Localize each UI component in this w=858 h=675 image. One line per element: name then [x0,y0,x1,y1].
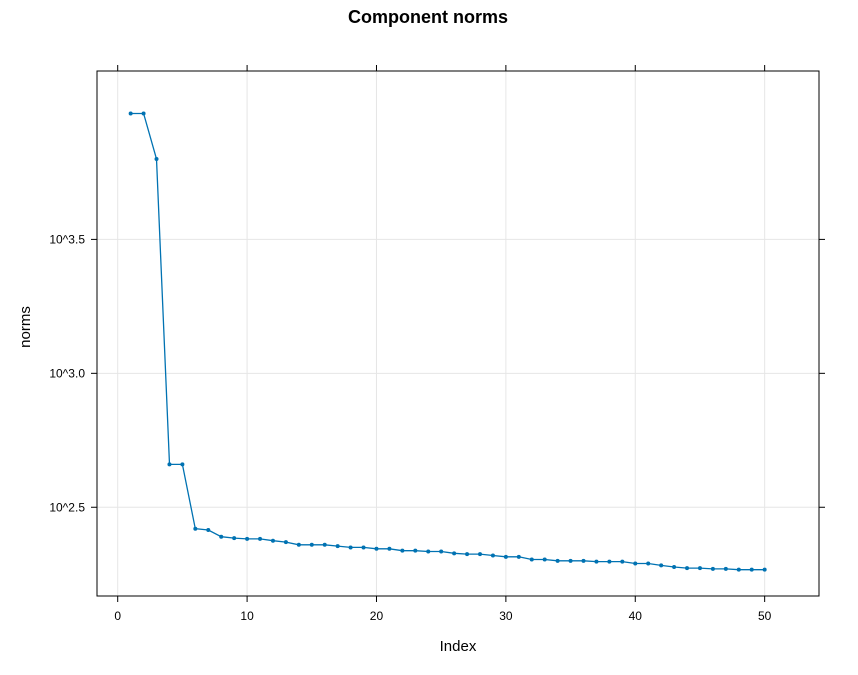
data-point [426,549,431,554]
data-point [710,566,715,571]
data-point [723,566,728,571]
data-point [542,557,547,562]
data-point [465,552,470,557]
y-axis-label: norms [17,306,34,348]
data-point [283,540,288,545]
x-axis-label: Index [440,638,477,655]
data-point [672,564,677,569]
data-point [296,542,301,547]
data-point [348,545,353,550]
data-point [387,546,392,551]
data-point [400,548,405,553]
data-point [685,566,690,571]
x-tick-label: 30 [499,609,513,623]
data-point [762,567,767,572]
data-point [555,558,560,563]
data-point [581,558,586,563]
data-point [154,157,159,162]
data-point [270,538,275,543]
data-point [141,111,146,116]
y-tick-label: 10^2.5 [49,500,85,514]
series-group [128,111,767,572]
data-point [503,554,508,559]
data-point [620,559,625,564]
data-point [167,462,172,467]
data-point [646,561,651,566]
data-point [529,557,534,562]
data-point [180,462,185,467]
grid [97,71,819,596]
data-point [633,561,638,566]
chart-title: Component norms [348,7,508,27]
x-tick-label: 40 [629,609,643,623]
data-point [361,545,366,550]
data-point [749,567,754,572]
data-point [322,542,327,547]
data-point [335,544,340,549]
y-tick-label: 10^3.0 [49,366,85,380]
data-point [309,542,314,547]
data-point [206,528,211,533]
data-point [245,536,250,541]
x-tick-label: 50 [758,609,772,623]
x-tick-label: 20 [370,609,384,623]
axis-ticks: 0 10 20 30 40 50 10^2.5 10^3.0 10^3.5 [49,65,825,623]
y-tick-label: 10^3.5 [49,232,85,246]
data-point [594,559,599,564]
data-point [452,551,457,556]
plot-frame [96,70,820,597]
data-point [697,566,702,571]
data-point [439,549,444,554]
data-point [219,534,224,539]
data-point [374,546,379,551]
data-point [128,111,133,116]
data-point [568,558,573,563]
data-point [193,526,198,531]
data-point [607,559,612,564]
series-line [130,112,765,571]
data-point [490,553,495,558]
data-point [516,554,521,559]
data-point [258,536,263,541]
x-tick-label: 10 [240,609,254,623]
data-point [736,567,741,572]
x-tick-label: 0 [114,609,121,623]
data-point [413,548,418,553]
data-point [232,536,237,541]
data-point [659,563,664,568]
data-point [477,552,482,557]
